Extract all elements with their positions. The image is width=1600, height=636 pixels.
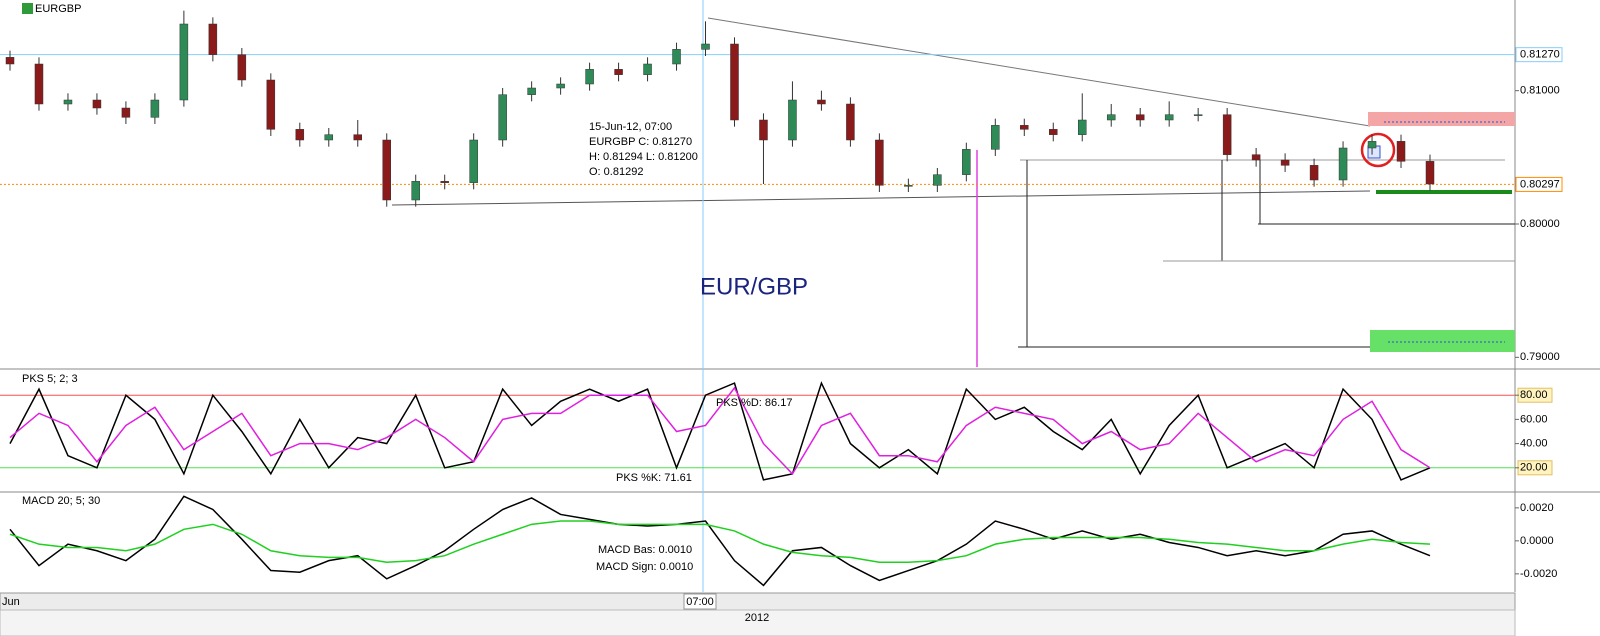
candle-body <box>846 103 855 141</box>
y-tick-label: 0.0000 <box>1520 535 1554 547</box>
candle-body <box>730 43 739 121</box>
candle-body <box>179 23 189 101</box>
candle-body <box>556 83 565 89</box>
candle-body <box>34 63 44 105</box>
candle-body <box>904 185 913 187</box>
candle-body <box>411 181 420 201</box>
candle-body <box>643 63 652 75</box>
indicator-line <box>9 386 1431 476</box>
candle-body <box>672 49 681 65</box>
panel-title: PKS 5; 2; 3 <box>22 373 78 385</box>
candle-body <box>1135 114 1145 121</box>
time-label: Jun <box>2 596 20 608</box>
y-tick-label: 0.80000 <box>1520 218 1560 230</box>
indicator-line <box>9 495 1431 587</box>
candle-body <box>1077 119 1087 135</box>
candle-body <box>962 149 971 175</box>
trendline <box>391 190 1371 206</box>
candle-body <box>933 174 942 186</box>
info-date: 15-Jun-12, 07:00 <box>589 121 672 133</box>
indicator-value: PKS %D: 86.17 <box>716 397 792 409</box>
candle-body <box>382 139 391 201</box>
instrument-label: EUR/GBP <box>700 273 808 300</box>
candle-body <box>498 94 507 141</box>
candle-body <box>1338 147 1348 181</box>
candle-body <box>1049 129 1058 135</box>
time-axis <box>0 592 1516 611</box>
candle-body <box>759 119 768 141</box>
candle-body <box>5 57 15 65</box>
candle-body <box>324 134 334 141</box>
candle-body <box>469 139 478 183</box>
indicator-line <box>9 381 1431 481</box>
candle-body <box>295 129 305 141</box>
candle-body <box>585 69 594 85</box>
y-tick-label: 40.00 <box>1520 438 1548 450</box>
y-tick-label: 20.00 <box>1520 462 1548 474</box>
info-open: O: 0.81292 <box>589 166 643 178</box>
y-tick-label: 0.0020 <box>1520 502 1554 514</box>
price-label: 0.81270 <box>1520 49 1560 61</box>
candle-body <box>1309 165 1319 181</box>
price-label-box <box>1515 176 1563 192</box>
year-label: 2012 <box>745 612 769 624</box>
candle-body <box>237 54 247 81</box>
price-label: 0.80297 <box>1520 178 1560 190</box>
panel-title: MACD 20; 5; 30 <box>22 495 100 507</box>
y-tick-label: 80.00 <box>1520 389 1548 401</box>
y-tick-label: 0.79000 <box>1520 351 1560 363</box>
y-tick-label: -0.0020 <box>1520 568 1557 580</box>
candle-body <box>121 107 131 118</box>
y-tick-label: 0.81000 <box>1520 85 1560 97</box>
indicator-value: PKS %K: 71.61 <box>616 472 692 484</box>
indicator-line <box>9 520 1431 564</box>
candle-body <box>1280 159 1290 166</box>
symbol[interactable]: EURGBP <box>35 3 81 15</box>
candle-body <box>1164 114 1174 121</box>
candle-body <box>1020 125 1029 130</box>
candle-body <box>150 99 160 118</box>
candle-body <box>875 139 884 186</box>
candle-body <box>1425 161 1435 185</box>
candle-body <box>1367 141 1377 149</box>
candle-body <box>1396 141 1406 162</box>
candle-body <box>788 99 797 141</box>
candle-body <box>92 99 102 109</box>
candle-body <box>527 87 536 95</box>
candle-body <box>266 79 276 130</box>
candle-body <box>208 23 218 55</box>
candle-body <box>817 99 826 105</box>
symbol-icon <box>22 3 33 14</box>
year-axis <box>0 609 1516 636</box>
time-label: 07:00 <box>686 596 714 608</box>
info-close: EURGBP C: 0.81270 <box>589 136 692 148</box>
price-label-box <box>1515 47 1563 63</box>
indicator-value: MACD Bas: 0.0010 <box>598 544 692 556</box>
candle-body <box>614 69 623 75</box>
candle-body <box>991 125 1000 150</box>
info-high-low: H: 0.81294 L: 0.81200 <box>589 151 698 163</box>
candle-body <box>440 181 449 183</box>
candle-body <box>701 43 710 50</box>
trendline <box>707 17 1371 127</box>
stop-zone <box>1368 112 1515 126</box>
candle-body <box>1251 154 1261 161</box>
time-label-box <box>683 593 717 610</box>
target-zone <box>1370 330 1515 352</box>
indicator-value: MACD Sign: 0.0010 <box>596 561 693 573</box>
highlight-circle <box>1360 132 1396 168</box>
y-tick-label: 60.00 <box>1520 413 1548 425</box>
candle-body <box>1106 114 1116 121</box>
candle-body <box>353 134 363 141</box>
candle-body <box>63 99 73 105</box>
candle-body <box>1193 114 1203 116</box>
candle-body <box>1222 114 1232 155</box>
